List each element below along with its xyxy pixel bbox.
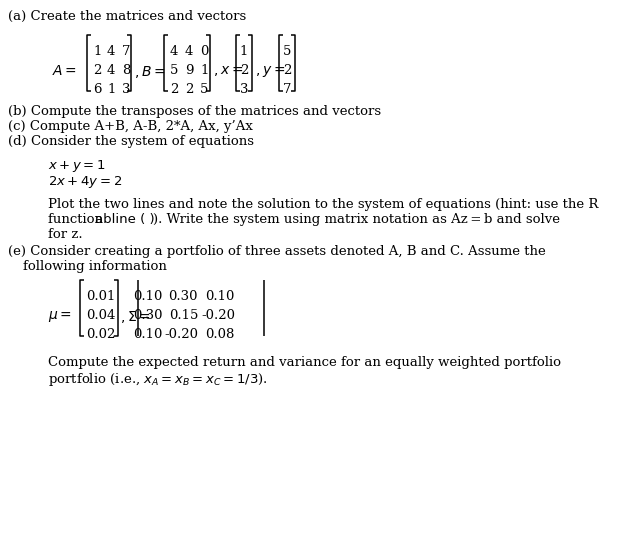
Text: 0.10: 0.10 [206,290,235,303]
Text: 0.15: 0.15 [169,309,198,322]
Text: $2x + 4y = 2$: $2x + 4y = 2$ [48,174,122,190]
Text: 7: 7 [282,83,291,96]
Text: Plot the two lines and note the solution to the system of equations (hint: use t: Plot the two lines and note the solution… [48,198,598,211]
Text: 0.01: 0.01 [86,290,116,303]
Text: (e) Consider creating a portfolio of three assets denoted A, B and C. Assume the: (e) Consider creating a portfolio of thr… [8,245,546,258]
Text: for z.: for z. [48,228,82,241]
Text: function: function [48,213,108,226]
Text: 0.08: 0.08 [206,328,235,341]
Text: 1: 1 [200,64,208,77]
Text: Compute the expected return and variance for an equally weighted portfolio: Compute the expected return and variance… [48,356,561,369]
Text: $, B =$: $, B =$ [134,64,166,80]
Text: $,\Sigma =$: $,\Sigma =$ [120,309,151,325]
Text: 5: 5 [170,64,178,77]
Text: following information: following information [23,260,167,273]
Text: $A =$: $A =$ [52,64,77,78]
Text: $x + y = 1$: $x + y = 1$ [48,158,106,174]
Text: 6: 6 [93,83,101,96]
Text: 4: 4 [107,64,116,77]
Text: 4: 4 [107,45,116,58]
Text: 3: 3 [122,83,131,96]
Text: 5: 5 [200,83,208,96]
Text: (d) Consider the system of equations: (d) Consider the system of equations [8,135,254,148]
Text: 2: 2 [170,83,178,96]
Text: 3: 3 [240,83,248,96]
Text: 5: 5 [282,45,291,58]
Text: abline ( ): abline ( ) [95,213,154,226]
Text: 2: 2 [240,64,248,77]
Text: 0.10: 0.10 [134,290,163,303]
Text: 4: 4 [170,45,178,58]
Text: 1: 1 [240,45,248,58]
Text: 2: 2 [93,64,101,77]
Text: portfolio (i.e., $x_A = x_B = x_C = 1/3$).: portfolio (i.e., $x_A = x_B = x_C = 1/3$… [48,371,268,388]
Text: (b) Compute the transposes of the matrices and vectors: (b) Compute the transposes of the matric… [8,105,381,118]
Text: 2: 2 [185,83,193,96]
Text: 1: 1 [93,45,101,58]
Text: 0.10: 0.10 [134,328,163,341]
Text: -0.20: -0.20 [164,328,198,341]
Text: 0.30: 0.30 [134,309,163,322]
Text: 7: 7 [122,45,131,58]
Text: 0.04: 0.04 [86,309,116,322]
Text: 1: 1 [107,83,116,96]
Text: 0.30: 0.30 [169,290,198,303]
Text: 9: 9 [185,64,194,77]
Text: ). Write the system using matrix notation as Az = b and solve: ). Write the system using matrix notatio… [153,213,560,226]
Text: (a) Create the matrices and vectors: (a) Create the matrices and vectors [8,10,246,23]
Text: $, y =$: $, y =$ [255,64,285,79]
Text: 0.02: 0.02 [86,328,116,341]
Text: -0.20: -0.20 [201,309,235,322]
Text: $\mu =$: $\mu =$ [48,309,72,324]
Text: (c) Compute A+B, A-B, 2*A, Ax, y’Ax: (c) Compute A+B, A-B, 2*A, Ax, y’Ax [8,120,253,133]
Text: 8: 8 [122,64,131,77]
Text: 2: 2 [282,64,291,77]
Text: 0: 0 [200,45,208,58]
Text: 4: 4 [185,45,193,58]
Text: $, x =$: $, x =$ [213,64,243,78]
